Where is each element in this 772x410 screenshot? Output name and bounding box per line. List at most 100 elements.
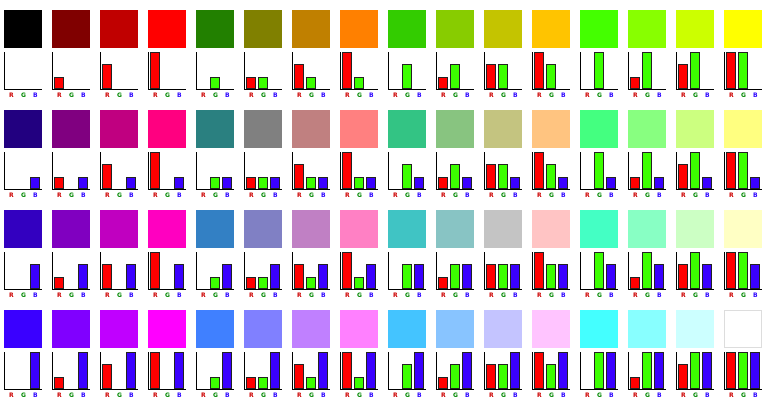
blue-bar — [654, 264, 664, 289]
chart-y-axis — [436, 252, 437, 290]
rgb-bar-chart — [628, 352, 666, 390]
chart-x-axis — [676, 189, 714, 190]
chart-y-axis — [244, 152, 245, 190]
chart-x-axis — [196, 89, 234, 90]
rgb-bar-chart — [100, 252, 138, 290]
red-bar — [534, 152, 544, 189]
g-label: G — [69, 192, 74, 199]
g-label: G — [405, 392, 410, 399]
color-swatch — [436, 210, 474, 248]
green-bar — [402, 64, 412, 89]
green-bar — [738, 252, 748, 289]
r-label: R — [585, 92, 590, 99]
chart-y-axis — [580, 252, 581, 290]
red-bar — [294, 364, 304, 389]
r-label: R — [489, 192, 494, 199]
chart-x-axis — [628, 89, 666, 90]
green-bar — [306, 377, 316, 389]
color-swatch — [244, 110, 282, 148]
chart-x-axis — [484, 189, 522, 190]
color-swatch — [148, 310, 186, 348]
color-swatch — [484, 310, 522, 348]
rgb-bar-chart — [52, 152, 90, 190]
color-swatch — [4, 210, 42, 248]
r-label: R — [393, 192, 398, 199]
g-label: G — [213, 92, 218, 99]
red-bar — [630, 277, 640, 289]
red-bar — [294, 164, 304, 189]
b-label: B — [33, 292, 38, 299]
b-label: B — [273, 92, 278, 99]
g-label: G — [309, 392, 314, 399]
red-bar — [54, 377, 64, 389]
r-label: R — [9, 392, 14, 399]
color-swatch — [292, 10, 330, 48]
rgb-bar-chart — [244, 52, 282, 90]
blue-bar — [558, 352, 568, 389]
color-swatch — [676, 10, 714, 48]
chart-y-axis — [436, 152, 437, 190]
b-label: B — [705, 192, 710, 199]
r-label: R — [585, 192, 590, 199]
rgb-bar-chart — [100, 152, 138, 190]
rgb-bar-chart — [340, 152, 378, 190]
g-label: G — [741, 192, 746, 199]
b-label: B — [561, 192, 566, 199]
rgb-bar-chart — [676, 352, 714, 390]
red-bar — [342, 52, 352, 89]
chart-y-axis — [724, 252, 725, 290]
r-label: R — [633, 92, 638, 99]
g-label: G — [549, 292, 554, 299]
chart-y-axis — [484, 352, 485, 390]
color-swatch — [580, 110, 618, 148]
red-bar — [246, 77, 256, 89]
chart-y-axis — [52, 252, 53, 290]
g-label: G — [213, 392, 218, 399]
r-label: R — [57, 92, 62, 99]
blue-bar — [558, 177, 568, 189]
rgb-bar-chart — [532, 252, 570, 290]
r-label: R — [9, 192, 14, 199]
r-label: R — [681, 292, 686, 299]
color-swatch — [148, 110, 186, 148]
blue-bar — [30, 352, 40, 389]
chart-y-axis — [4, 352, 5, 390]
b-label: B — [753, 92, 758, 99]
green-bar — [306, 177, 316, 189]
g-label: G — [645, 392, 650, 399]
red-bar — [678, 264, 688, 289]
blue-bar — [654, 352, 664, 389]
b-label: B — [129, 292, 134, 299]
color-swatch — [148, 210, 186, 248]
r-label: R — [249, 92, 254, 99]
chart-x-axis — [52, 389, 90, 390]
g-label: G — [741, 392, 746, 399]
chart-x-axis — [388, 189, 426, 190]
chart-x-axis — [388, 389, 426, 390]
green-bar — [402, 264, 412, 289]
r-label: R — [153, 292, 158, 299]
b-label: B — [177, 292, 182, 299]
g-label: G — [117, 192, 122, 199]
red-bar — [102, 364, 112, 389]
g-label: G — [453, 192, 458, 199]
rgb-bar-chart — [676, 152, 714, 190]
chart-y-axis — [388, 152, 389, 190]
rgb-bar-chart — [724, 152, 762, 190]
blue-bar — [558, 264, 568, 289]
green-bar — [354, 277, 364, 289]
chart-x-axis — [436, 189, 474, 190]
green-bar — [258, 377, 268, 389]
r-label: R — [153, 92, 158, 99]
blue-bar — [462, 352, 472, 389]
chart-x-axis — [676, 89, 714, 90]
rgb-bar-chart — [580, 252, 618, 290]
g-label: G — [549, 392, 554, 399]
rgb-bar-chart — [100, 52, 138, 90]
